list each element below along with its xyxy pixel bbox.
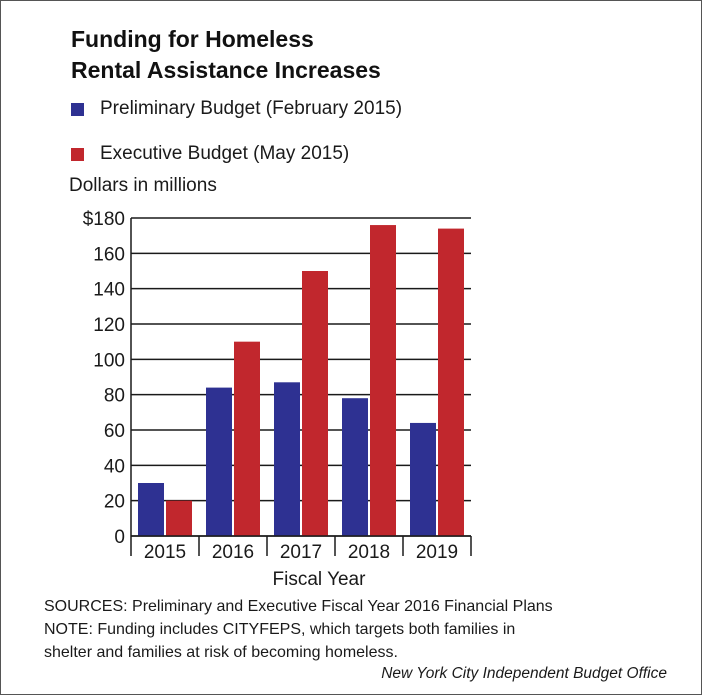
bar-executive-2015 [166,500,192,536]
y-tick-label: 140 [93,280,125,301]
legend-swatch-executive [71,147,84,161]
y-tick-label: 120 [93,315,125,336]
y-tick-label: 60 [104,421,125,442]
bar-preliminary-2015 [138,483,164,536]
legend-label-executive: Executive Budget (May 2015) [100,143,350,164]
legend-label-preliminary: Preliminary Budget (February 2015) [100,98,403,119]
x-tick-label: 2019 [416,542,458,563]
x-tick-label: 2017 [280,542,322,563]
bar-preliminary-2016 [206,387,232,536]
funding-note-line-1: NOTE: Funding includes CITYFEPS, which t… [44,621,516,638]
chart-title-line-1: Funding for Homeless [71,26,314,52]
y-tick-label: $180 [83,209,125,230]
bar-executive-2016 [234,341,260,536]
legend-item-executive: Executive Budget (May 2015) [71,142,349,166]
y-tick-label: 80 [104,386,125,407]
chart-title-line-2: Rental Assistance Increases [71,57,381,83]
y-tick-label: 20 [104,492,125,513]
bar-preliminary-2017 [274,382,300,536]
bar-preliminary-2019 [410,422,436,536]
y-unit-label: Dollars in millions [69,175,217,196]
y-tick-label: 100 [93,350,125,371]
bar-executive-2017 [302,271,328,536]
bar-executive-2018 [370,225,396,537]
y-tick-label: 0 [114,527,125,548]
legend-item-preliminary: Preliminary Budget (February 2015) [71,97,402,121]
legend-swatch-preliminary [71,102,84,116]
bar-preliminary-2018 [342,398,368,536]
x-tick-label: 2016 [212,542,254,563]
y-tick-label: 160 [93,244,125,265]
bar-executive-2019 [438,228,464,536]
funding-note-line-2: shelter and families at risk of becoming… [44,644,398,661]
y-tick-label: 40 [104,456,125,477]
credit-line: New York City Independent Budget Office [381,665,667,682]
x-axis-label: Fiscal Year [273,569,367,590]
x-tick-label: 2015 [144,542,186,563]
sources-note: SOURCES: Preliminary and Executive Fisca… [44,598,553,615]
x-tick-label: 2018 [348,542,390,563]
